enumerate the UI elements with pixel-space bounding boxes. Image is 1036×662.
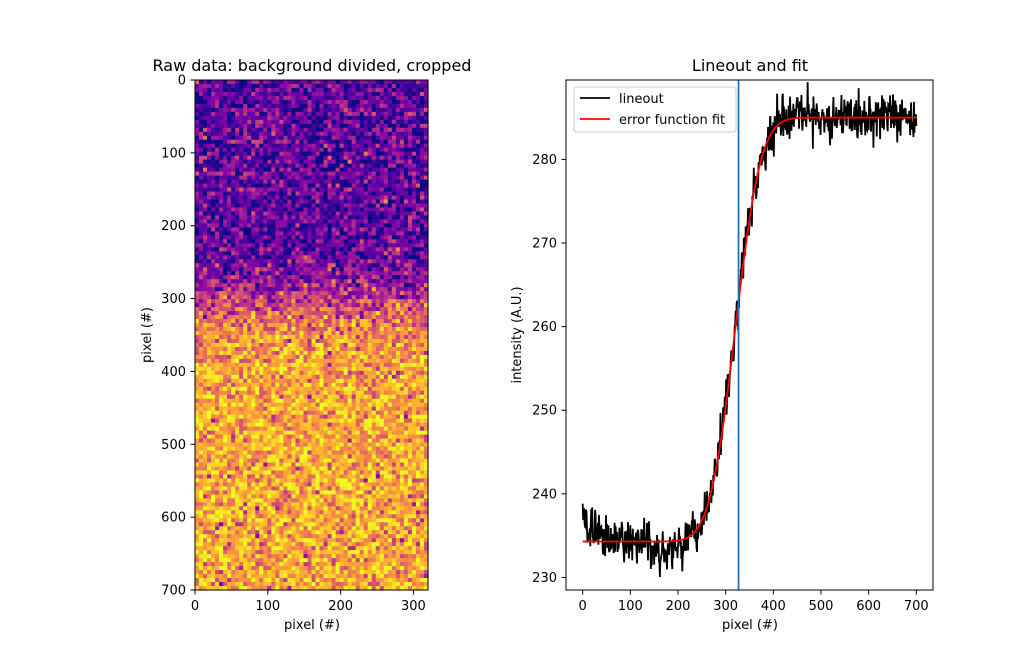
lineout-y-tick-label: 260	[532, 320, 557, 335]
heatmap-frame	[194, 79, 429, 591]
legend: lineout error function fit	[573, 86, 737, 133]
legend-box	[573, 86, 737, 133]
lineout-x-label: pixel (#)	[722, 618, 778, 633]
heatmap-x-tick-label: 300	[401, 599, 426, 614]
heatmap-y-tick-label: 700	[161, 584, 186, 599]
heatmap-image	[195, 80, 429, 591]
lineout-y-tick-label: 250	[532, 404, 557, 419]
lineout-frame	[565, 79, 934, 591]
heatmap-x-ticks: 0 100 200 300	[191, 590, 426, 614]
lineout-title: Lineout and fit	[692, 56, 808, 75]
lineout-y-tick-label: 230	[532, 571, 557, 586]
heatmap-x-tick-label: 100	[255, 599, 280, 614]
lineout-x-tick-label: 400	[761, 599, 786, 614]
lineout-y-tick-label: 270	[532, 237, 557, 252]
lineout-x-tick-label: 500	[809, 599, 834, 614]
lineout-y-tick-label: 280	[532, 153, 557, 168]
heatmap-title: Raw data: background divided, cropped	[153, 56, 472, 75]
lineout-x-tick-label: 300	[713, 599, 738, 614]
heatmap-x-tick-label: 0	[191, 599, 199, 614]
lineout-x-ticks: 0 100 200 300 400 500 600 700	[579, 590, 929, 614]
lineout-panel: Lineout and fit 0 100 200 300 400 500 600 700 2…	[510, 56, 934, 633]
heatmap-y-tick-label: 300	[161, 292, 186, 307]
heatmap-y-tick-label: 600	[161, 511, 186, 526]
lineout-x-tick-label: 600	[856, 599, 881, 614]
lineout-x-tick-label: 700	[904, 599, 929, 614]
lineout-x-tick-label: 0	[579, 599, 587, 614]
heatmap-y-tick-label: 400	[161, 365, 186, 380]
heatmap-y-ticks: 0 100 200 300 400 500 600 700	[161, 74, 195, 599]
lineout-y-ticks: 230 240 250 260 270 280	[532, 153, 566, 586]
lineout-series	[581, 82, 918, 577]
heatmap-y-tick-label: 0	[178, 74, 186, 89]
lineout-x-tick-label: 200	[666, 599, 691, 614]
lineout-y-label: intensity (A.U.)	[510, 286, 525, 383]
heatmap-panel: Raw data: background divided, cropped 0 1…	[140, 56, 471, 633]
heatmap-x-tick-label: 200	[328, 599, 353, 614]
heatmap-y-tick-label: 500	[161, 438, 186, 453]
error-function-fit-series	[582, 116, 917, 543]
heatmap-y-label: pixel (#)	[140, 307, 155, 363]
lineout-x-tick-label: 100	[618, 599, 643, 614]
legend-fit-label: error function fit	[619, 113, 725, 128]
heatmap-x-label: pixel (#)	[284, 618, 340, 633]
heatmap-y-tick-label: 100	[161, 146, 186, 161]
lineout-y-tick-label: 240	[532, 487, 557, 502]
legend-lineout-label: lineout	[619, 92, 664, 107]
heatmap-y-tick-label: 200	[161, 219, 186, 234]
